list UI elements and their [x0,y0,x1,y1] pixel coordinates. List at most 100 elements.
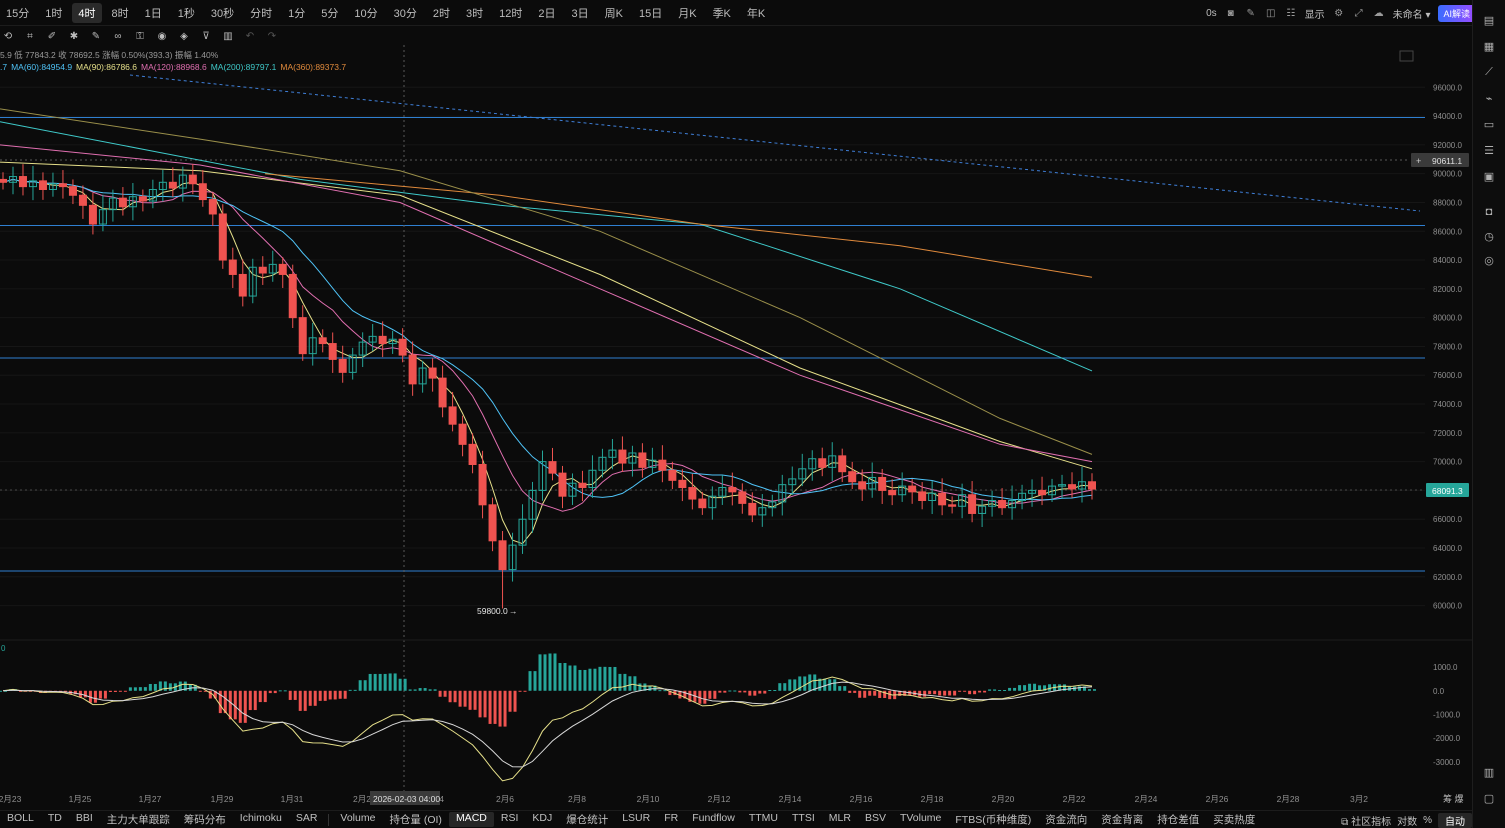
candle-body[interactable] [8,176,17,183]
candle-body[interactable] [68,186,77,196]
clock-icon[interactable]: ◷ [1484,230,1494,243]
ma-legend-item[interactable]: MA(60):84954.9 [11,62,73,72]
candle-body[interactable] [818,458,827,468]
candle-body[interactable] [658,459,667,471]
eye-icon[interactable]: ◉ [157,30,167,42]
candle-body[interactable] [778,484,787,503]
timeframe-6[interactable]: 30秒 [210,7,235,20]
candle-body[interactable] [878,476,887,491]
candle-body[interactable] [118,197,127,208]
candle-body[interactable] [998,499,1007,509]
log-scale-toggle[interactable]: 对数 [1397,816,1418,828]
indicator-main-4[interactable]: 筹码分布 [183,814,226,826]
indicator-sub-4[interactable]: KDJ [532,812,553,824]
candle-body[interactable] [908,485,917,493]
candle-body[interactable] [278,263,287,275]
timeframe-10[interactable]: 10分 [354,7,378,20]
indicator-sub-1[interactable]: 持仓量 (OI) [389,814,442,826]
candle-body[interactable] [598,456,607,471]
candle-body[interactable] [928,492,937,501]
timeframe-4[interactable]: 1日 [144,7,162,20]
ma-legend-item[interactable]: MA(360):89373.7 [280,62,347,72]
timeframe-12[interactable]: 2时 [432,7,450,20]
candle-body[interactable] [518,518,527,546]
candle-body[interactable] [58,183,67,188]
indicator-sub-8[interactable]: Fundflow [692,812,735,824]
orderbook-icon[interactable]: ☰ [1484,144,1494,157]
community-indicators-button[interactable]: ⧉ 社区指标 [1341,816,1392,828]
candle-body[interactable] [148,189,157,202]
axis-corner-label[interactable]: 筹 爆 [1443,793,1464,804]
pen-icon[interactable]: ✐ [47,30,57,42]
document-icon[interactable]: ▭ [1483,118,1495,131]
wallet-icon[interactable]: ▣ [1483,170,1495,183]
candle-body[interactable] [478,464,487,506]
indicator-sub-14[interactable]: FTBS(币种维度) [955,814,1032,826]
candle-body[interactable] [188,174,197,185]
candle-body[interactable] [538,461,547,491]
candle-body[interactable] [678,479,687,489]
timeframe-18[interactable]: 15日 [638,7,663,20]
indicator-sub-12[interactable]: BSV [864,812,886,824]
candle-body[interactable] [978,505,987,514]
ma-legend-item[interactable]: .7 [0,62,8,72]
indicator-main-1[interactable]: TD [47,812,62,824]
indicator-sub-5[interactable]: 爆仓统计 [566,814,609,826]
candle-body[interactable] [638,452,647,468]
candle-body[interactable] [1028,489,1037,494]
candle-body[interactable] [738,491,747,504]
timeframe-19[interactable]: 月K [678,7,697,20]
candle-body[interactable] [228,259,237,275]
indicator-sub-9[interactable]: TTMU [748,812,779,824]
indicator-main-5[interactable]: Ichimoku [239,812,282,824]
indicator-main-2[interactable]: BBI [75,812,93,824]
lock-icon[interactable]: ⚿ [136,30,144,42]
indicator-main-0[interactable]: BOLL [7,812,34,824]
candle-body[interactable] [708,495,717,509]
trash-icon[interactable]: ▥ [223,30,233,42]
indicator-sub-17[interactable]: 持仓差值 [1157,814,1200,826]
candle-body[interactable] [968,494,977,514]
candle-body[interactable] [98,209,107,225]
candle-body[interactable] [938,492,947,506]
ai-interpret-button[interactable]: AI解读 [1438,4,1475,22]
candle-body[interactable] [798,468,807,480]
candle-body[interactable] [578,482,587,489]
candle-body[interactable] [208,199,217,215]
candle-body[interactable] [1048,485,1057,496]
candle-body[interactable] [308,337,317,355]
cursor-icon[interactable]: ⟲ [3,30,13,42]
candle-body[interactable] [448,406,457,425]
candle-body[interactable] [78,194,87,206]
robot-icon[interactable]: ◘ [1485,206,1493,218]
brush-icon[interactable]: ✎ [91,30,101,42]
layout-name-dropdown[interactable]: 未命名 ▾ [1392,9,1431,21]
candle-body[interactable] [988,499,997,507]
timeframe-0[interactable]: 15分 [6,7,30,20]
redo-icon[interactable]: ↷ [267,30,277,42]
candle-body[interactable] [428,367,437,379]
ma-legend-item[interactable]: MA(200):89797.1 [210,62,277,72]
undo-icon[interactable]: ↶ [245,30,255,42]
candle-body[interactable] [198,183,207,201]
candle-body[interactable] [918,491,927,501]
candle-body[interactable] [178,174,187,189]
candle-body[interactable] [498,540,507,571]
candle-body[interactable] [298,317,307,355]
ma-legend-item[interactable]: MA(90):86786.6 [76,62,137,72]
candle-body[interactable] [838,455,847,473]
indicator-sub-7[interactable]: FR [664,812,679,824]
candle-body[interactable] [1038,489,1047,496]
timeframe-20[interactable]: 季K [712,7,731,20]
candle-body[interactable] [348,354,357,373]
list-icon[interactable]: ▤ [1483,14,1495,27]
indicator-sub-3[interactable]: RSI [500,812,519,824]
candle-body[interactable] [1078,481,1087,490]
candle-body[interactable] [898,485,907,496]
candle-body[interactable] [328,343,337,360]
candle-body[interactable] [688,487,697,500]
candle-body[interactable] [378,335,387,345]
candle-body[interactable] [488,504,497,542]
indicator-sub-0[interactable]: Volume [340,812,376,824]
candle-body[interactable] [108,197,117,211]
